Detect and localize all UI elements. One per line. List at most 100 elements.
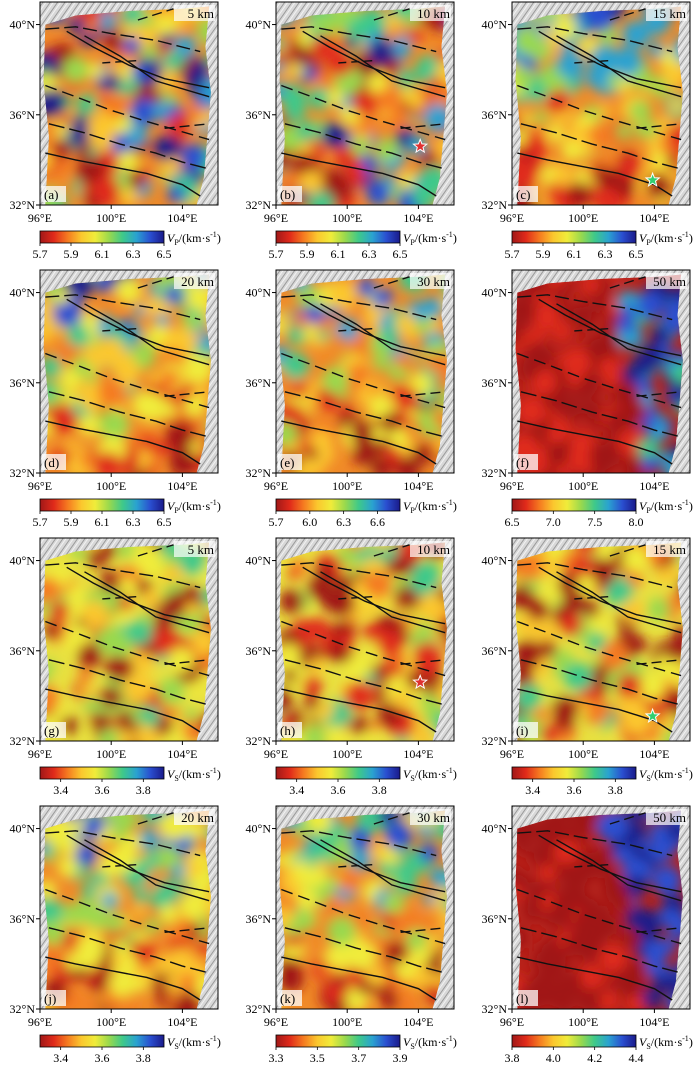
lat-tick-label: 40°N [482,286,508,300]
velocity-anomaly [308,87,332,110]
fault-line [520,659,682,706]
depth-label: 20 km [181,810,214,825]
velocity-anomaly [551,164,573,186]
colorbar-tick-label: 5.9 [64,515,79,529]
fault-line [102,863,138,868]
fault-line [400,927,446,933]
velocity-anomaly [576,987,604,1009]
velocity-anomaly [279,421,298,446]
velocity-anomaly [327,88,345,106]
velocity-anomaly [599,991,617,1009]
velocity-anomaly [146,325,167,345]
fault-line [574,863,610,868]
velocity-anomaly [156,16,176,36]
fault-line [48,123,210,170]
velocity-anomaly [171,991,201,1009]
fault-line [66,298,210,357]
velocity-anomaly [351,137,371,157]
fault-line [281,688,437,733]
lat-tick-label: 36°N [10,644,36,658]
velocity-anomaly [308,657,326,675]
colorbar-tick-label: 3.6 [95,1051,110,1065]
lon-tick-label: 104°E [639,211,669,225]
lon-tick-label: 100°E [332,479,362,493]
velocity-anomaly [374,288,394,307]
velocity-anomaly [99,410,130,441]
lon-tick-label: 104°E [639,1015,669,1029]
velocity-anomaly [119,578,136,596]
colorbar [511,230,637,244]
velocity-anomaly [97,378,127,408]
fault-line [164,391,210,397]
velocity-anomaly [651,325,671,346]
velocity-anomaly [515,325,523,346]
fault-line [517,830,673,857]
panel-e: 40°N 36°N 32°N96°E 100°E 104°E 30 km (e) 5.7 6.0… [246,269,457,529]
velocity-anomaly [303,68,317,82]
velocity-anomaly [397,995,418,1009]
velocity-anomaly [341,662,356,677]
fault-line [609,276,646,289]
velocity-anomaly [279,310,288,326]
colorbar-label: VS/(km·s-1) [403,766,457,783]
velocity-anomaly [79,684,93,697]
velocity-anomaly [304,324,319,338]
fault-line [517,562,673,589]
lat-tick-label: 32°N [482,1002,508,1016]
velocity-anomaly [180,143,207,170]
fault-line [400,659,446,665]
fault-line [281,562,437,589]
velocity-anomaly [669,98,683,113]
velocity-anomaly [417,593,446,622]
velocity-anomaly [279,589,304,614]
fault-line [338,595,374,600]
colorbar-tick-label: 6.5 [157,515,172,529]
velocity-anomaly [187,105,204,121]
fault-line [400,123,446,129]
lon-tick-label: 96°E [264,211,288,225]
velocity-anomaly [117,838,137,858]
velocity-anomaly [366,181,391,205]
lon-tick-label: 96°E [500,1015,524,1029]
velocity-anomaly [589,442,619,472]
fault-line [281,956,437,1001]
lat-tick-label: 40°N [482,822,508,836]
fault-line [574,327,610,332]
fault-line [281,420,437,465]
velocity-anomaly [555,194,572,205]
velocity-anomaly [54,288,70,304]
lon-tick-label: 104°E [403,479,433,493]
velocity-anomaly [369,394,392,418]
velocity-anomaly [624,959,649,984]
velocity-anomaly [337,544,361,568]
colorbar-tick-label: 3.8 [505,1051,520,1065]
velocity-anomaly [282,668,297,683]
colorbar-tick-label: 3.6 [331,783,346,797]
velocity-anomaly [322,725,348,741]
colorbar-tick-label: 3.3 [269,1051,284,1065]
fault-line [517,956,673,1001]
velocity-anomaly [526,120,545,139]
velocity-anomaly [133,887,150,904]
velocity-anomaly [596,812,627,842]
velocity-anomaly [310,430,332,452]
velocity-anomaly [122,674,150,702]
velocity-anomaly [80,32,95,48]
velocity-anomaly [594,300,609,315]
velocity-anomaly [371,426,387,442]
velocity-anomaly [140,705,161,726]
velocity-anomaly [129,98,158,127]
velocity-anomaly [279,37,286,51]
velocity-anomaly [561,38,576,53]
fault-line [574,595,610,600]
lon-tick-label: 96°E [264,479,288,493]
velocity-anomaly [599,945,626,972]
depth-label: 30 km [417,274,450,289]
colorbar-tick-label: 4.2 [587,1051,602,1065]
colorbar-label: VP/(km·s-1) [403,230,457,247]
velocity-anomaly [143,297,163,317]
velocity-anomaly [411,967,433,989]
velocity-anomaly [423,892,436,906]
velocity-anomaly [327,280,357,310]
